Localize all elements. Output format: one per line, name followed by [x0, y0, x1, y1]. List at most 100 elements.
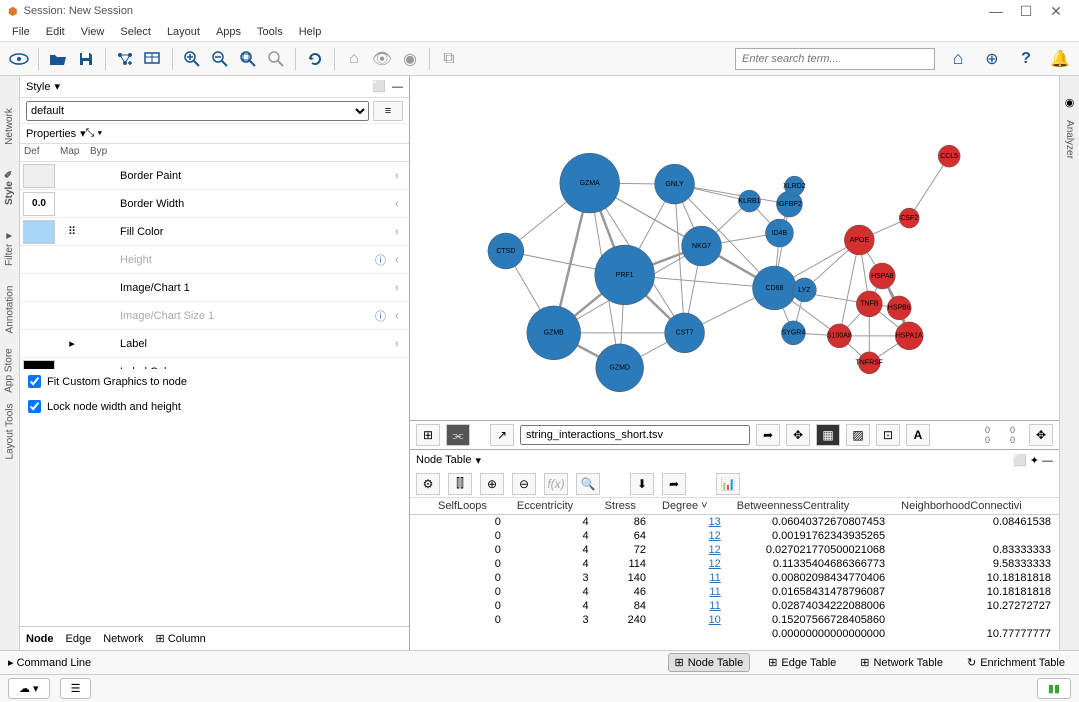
share-icon[interactable]: ⫘: [446, 424, 470, 446]
chevron-icon[interactable]: ‹: [395, 198, 409, 210]
maximize-button[interactable]: ☐: [1011, 3, 1041, 20]
fx-icon[interactable]: f(x): [544, 473, 568, 495]
style-options-button[interactable]: ≡: [373, 101, 403, 121]
tab-layout-tools[interactable]: Layout Tools: [4, 404, 15, 460]
prop-row[interactable]: ▸Label‹: [20, 330, 409, 358]
def-cell[interactable]: [23, 220, 55, 244]
chevron-icon[interactable]: ‹: [395, 282, 409, 294]
show-icon[interactable]: ◉: [397, 46, 423, 72]
show-all-icon[interactable]: ▦: [816, 424, 840, 446]
info-icon[interactable]: ⓘ: [375, 252, 395, 268]
import-network-icon[interactable]: [112, 46, 138, 72]
table-row[interactable]: 0472120.0270217705000210680.83333333: [410, 543, 1059, 557]
command-line-toggle[interactable]: ▸ Command Line: [8, 656, 91, 669]
prop-row[interactable]: 0.0Border Width‹: [20, 190, 409, 218]
help-icon[interactable]: ?: [1013, 46, 1039, 72]
prop-row[interactable]: Heightⓘ‹: [20, 246, 409, 274]
data-table[interactable]: SelfLoopsEccentricityStressDegree ˅Betwe…: [410, 498, 1059, 650]
copy-icon[interactable]: ⧉: [436, 46, 462, 72]
info-icon[interactable]: ⓘ: [375, 308, 395, 324]
tab-style[interactable]: Style ✎: [4, 170, 15, 205]
style-tab[interactable]: Edge: [66, 633, 92, 645]
zoom-fit-icon[interactable]: [235, 46, 261, 72]
refresh-icon[interactable]: [302, 46, 328, 72]
def-cell[interactable]: [23, 332, 55, 356]
close-button[interactable]: ✕: [1041, 3, 1071, 20]
zoom-in-icon[interactable]: [179, 46, 205, 72]
menu-apps[interactable]: Apps: [208, 26, 249, 38]
hide-sel-icon[interactable]: ▨: [846, 424, 870, 446]
table-row[interactable]: 0484110.0287403422208800610.27272727: [410, 599, 1059, 613]
fit-graphics-checkbox[interactable]: [28, 375, 41, 388]
memory-button[interactable]: ▮▮: [1037, 678, 1071, 699]
style-select[interactable]: default: [26, 101, 369, 121]
chevron-icon[interactable]: ‹: [395, 310, 409, 322]
menu-view[interactable]: View: [73, 26, 113, 38]
tab-filter[interactable]: Filter ▼: [4, 231, 15, 266]
col-header[interactable]: Stress: [597, 498, 654, 515]
network-file-input[interactable]: [520, 425, 750, 445]
list-button[interactable]: ☰: [60, 678, 92, 699]
def-cell[interactable]: 0.0: [23, 192, 55, 216]
table-row[interactable]: 0.0000000000000000010.77777777: [410, 627, 1059, 641]
search-input[interactable]: [735, 48, 935, 70]
export-icon[interactable]: ➦: [756, 424, 780, 446]
detach-icon[interactable]: ⬜: [372, 80, 386, 93]
tab-enrichment-table[interactable]: ↻ Enrichment Table: [961, 654, 1071, 671]
del-col-icon[interactable]: ⊖: [512, 473, 536, 495]
label-icon[interactable]: A: [906, 424, 930, 446]
prop-row[interactable]: Image/Chart Size 1ⓘ‹: [20, 302, 409, 330]
home-icon[interactable]: ⌂: [341, 46, 367, 72]
import-table-icon2[interactable]: ⬇: [630, 473, 654, 495]
col-header[interactable]: Eccentricity: [509, 498, 597, 515]
network-view[interactable]: GZMAGNLYGZMBPRF1CTSDGZMDCST7NKG7CD68LYZI…: [410, 76, 1059, 420]
save-icon[interactable]: [73, 46, 99, 72]
globe-icon[interactable]: ⊕: [979, 46, 1005, 72]
def-cell[interactable]: [23, 360, 55, 370]
move-icon[interactable]: ✥: [786, 424, 810, 446]
chevron-icon[interactable]: ‹: [395, 226, 409, 238]
tab-network-table[interactable]: ⊞ Network Table: [854, 654, 949, 671]
table-row[interactable]: 0446110.0165843147879608710.18181818: [410, 585, 1059, 599]
menu-tools[interactable]: Tools: [249, 26, 291, 38]
fit-icon[interactable]: ✥: [1029, 424, 1053, 446]
bell-icon[interactable]: 🔔: [1047, 46, 1073, 72]
tab-edge-table[interactable]: ⊞ Edge Table: [762, 654, 842, 671]
prop-row[interactable]: Border Paint‹: [20, 162, 409, 190]
minimize-button[interactable]: —: [981, 3, 1011, 19]
tab-appstore[interactable]: App Store: [4, 348, 15, 392]
prop-row[interactable]: Image/Chart 1‹: [20, 274, 409, 302]
menu-file[interactable]: File: [4, 26, 38, 38]
table-row[interactable]: 03140110.0080209843477040610.18181818: [410, 571, 1059, 585]
add-col-icon[interactable]: ⊕: [480, 473, 504, 495]
collapse-icon[interactable]: ⤡ ▾: [86, 127, 102, 140]
analyzer-icon[interactable]: ◉: [1065, 96, 1075, 109]
map-cell[interactable]: ▸: [58, 337, 86, 350]
zoom-select-icon[interactable]: [263, 46, 289, 72]
zoom-out-icon[interactable]: [207, 46, 233, 72]
chevron-icon[interactable]: ‹: [395, 338, 409, 350]
menu-select[interactable]: Select: [112, 26, 159, 38]
table-row[interactable]: 03240100.15207566728405860: [410, 613, 1059, 627]
search-table-icon[interactable]: 🔍: [576, 473, 600, 495]
network-icon[interactable]: [6, 46, 32, 72]
tab-node-table[interactable]: ⊞ Node Table: [668, 653, 751, 672]
map-cell[interactable]: ⠿: [58, 225, 86, 238]
panel-menu-icon[interactable]: —: [392, 81, 403, 93]
prop-row[interactable]: Label Color‹: [20, 358, 409, 369]
col-header[interactable]: BetweennessCentrality: [729, 498, 893, 515]
grid-icon[interactable]: ⊞: [416, 424, 440, 446]
lock-size-checkbox[interactable]: [28, 400, 41, 413]
tab-network[interactable]: Network: [4, 108, 15, 145]
home-nav-icon[interactable]: ⌂: [945, 46, 971, 72]
style-tab[interactable]: ⊞ Column: [156, 632, 206, 645]
open-folder-icon[interactable]: [45, 46, 71, 72]
col-header[interactable]: Degree ˅: [654, 498, 729, 515]
def-cell[interactable]: [23, 276, 55, 300]
table-row[interactable]: 0486130.060403726708074530.08461538: [410, 515, 1059, 530]
table-row[interactable]: 0464120.00191762343935265: [410, 529, 1059, 543]
export-table-icon[interactable]: ➦: [662, 473, 686, 495]
annot-icon[interactable]: ⊡: [876, 424, 900, 446]
def-cell[interactable]: [23, 164, 55, 188]
def-cell[interactable]: [23, 304, 55, 328]
